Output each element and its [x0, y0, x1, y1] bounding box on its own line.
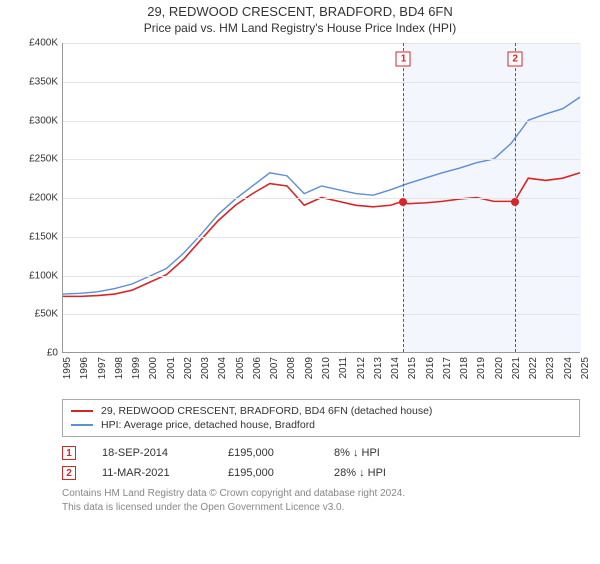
sale-marker-icon: 2 [62, 466, 76, 480]
legend-swatch [71, 424, 93, 426]
chart-subtitle: Price paid vs. HM Land Registry's House … [0, 21, 600, 35]
footer-line: Contains HM Land Registry data © Crown c… [62, 487, 580, 501]
legend-item: 29, REDWOOD CRESCENT, BRADFORD, BD4 6FN … [71, 404, 571, 418]
plot-area: 12 [62, 43, 580, 353]
legend-label: 29, REDWOOD CRESCENT, BRADFORD, BD4 6FN … [101, 405, 432, 417]
y-axis: £0£50K£100K£150K£200K£250K£300K£350K£400… [18, 43, 58, 353]
footer: Contains HM Land Registry data © Crown c… [62, 487, 580, 514]
sales-info: 1 18-SEP-2014 £195,000 8% ↓ HPI 2 11-MAR… [62, 443, 580, 483]
footer-line: This data is licensed under the Open Gov… [62, 501, 580, 515]
sale-price: £195,000 [228, 447, 308, 459]
sale-delta: 8% ↓ HPI [334, 447, 380, 459]
legend-swatch [71, 410, 93, 412]
sale-marker-icon: 1 [62, 446, 76, 460]
x-axis: 1995199619971998199920002001200220032004… [62, 353, 580, 393]
sale-row: 2 11-MAR-2021 £195,000 28% ↓ HPI [62, 463, 580, 483]
sale-row: 1 18-SEP-2014 £195,000 8% ↓ HPI [62, 443, 580, 463]
legend: 29, REDWOOD CRESCENT, BRADFORD, BD4 6FN … [62, 399, 580, 437]
sale-price: £195,000 [228, 467, 308, 479]
chart-area: £0£50K£100K£150K£200K£250K£300K£350K£400… [20, 43, 580, 393]
sale-delta: 28% ↓ HPI [334, 467, 386, 479]
sale-date: 11-MAR-2021 [102, 467, 202, 479]
chart-title: 29, REDWOOD CRESCENT, BRADFORD, BD4 6FN [0, 4, 600, 19]
legend-label: HPI: Average price, detached house, Brad… [101, 419, 315, 431]
sale-date: 18-SEP-2014 [102, 447, 202, 459]
legend-item: HPI: Average price, detached house, Brad… [71, 418, 571, 432]
